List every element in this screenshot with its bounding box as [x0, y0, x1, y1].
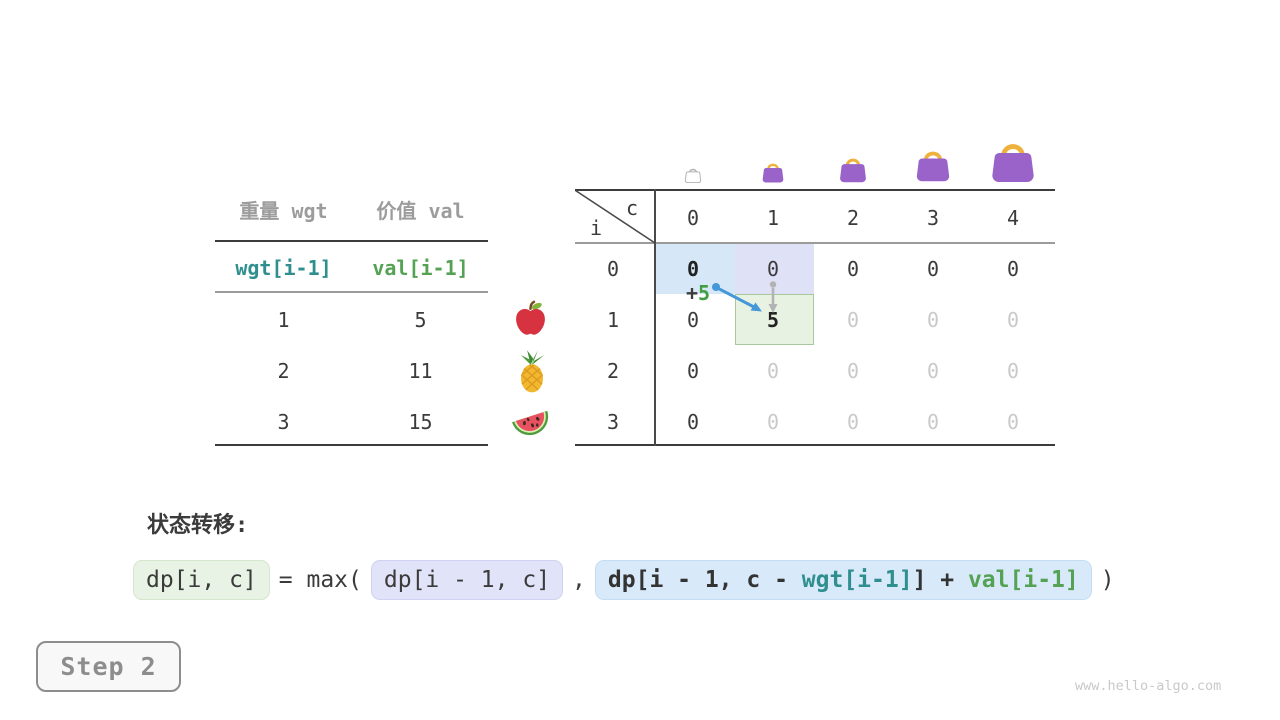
dp-table-top-rule [575, 189, 1055, 191]
pineapple-icon [512, 349, 552, 393]
dp-cell-0-2: 0 [846, 257, 860, 281]
dp-col-header-0: 0 [686, 206, 700, 230]
highlight-cell-i0-c0 [655, 243, 735, 294]
formula-operator: = max( [278, 567, 362, 593]
dp-col-header-3: 3 [926, 206, 940, 230]
dp-row-header-2: 2 [606, 359, 620, 383]
transition-arrows [712, 281, 778, 313]
dp-cell-3-2: 0 [846, 410, 860, 434]
apple-icon [512, 299, 549, 337]
arrow-blue-head [750, 302, 762, 312]
dp-cell-1-1: 5 [766, 308, 780, 332]
step-badge: Step 2 [36, 641, 181, 692]
formula-arg2-wgt: wgt[i-1] [801, 566, 913, 593]
formula-arg2-val: val[i-1] [967, 566, 1079, 593]
plus-value-annotation: +5 [686, 281, 710, 305]
dp-cell-0-1: 0 [766, 257, 780, 281]
item-1-weight: 1 [277, 308, 290, 332]
dp-row-header-1: 1 [606, 308, 620, 332]
dp-cell-1-4: 0 [1006, 308, 1020, 332]
dp-cell-0-3: 0 [926, 257, 940, 281]
items-table-mid-rule [215, 291, 488, 293]
item-2-weight: 2 [277, 359, 290, 383]
dp-col-header-1: 1 [766, 206, 780, 230]
dp-col-header-4: 4 [1006, 206, 1020, 230]
dp-cell-0-0: 0 [686, 257, 700, 281]
state-transition-label: 状态转移: [147, 513, 249, 538]
dp-cell-2-3: 0 [926, 359, 940, 383]
handbag-icon-capacity-0 [684, 166, 702, 183]
formula-arg2-box: dp[i - 1, c - wgt[i-1]] + val[i-1] [594, 559, 1092, 601]
dp-cell-1-0: 0 [686, 308, 700, 332]
formula-lhs-box: dp[i, c] [133, 559, 270, 601]
dp-cell-1-3: 0 [926, 308, 940, 332]
watermelon-icon [508, 400, 552, 440]
formula-close-paren: ) [1100, 567, 1115, 593]
dp-cell-3-3: 0 [926, 410, 940, 434]
dp-corner-diagonal [575, 189, 656, 244]
watermark: www.hello-algo.com [1075, 678, 1222, 694]
items-table-header-rule [215, 240, 488, 242]
item-3-value: 15 [408, 410, 433, 434]
items-header-weight: 重量 wgt [239, 199, 328, 223]
dp-cell-2-0: 0 [686, 359, 700, 383]
dp-table-bottom-rule [575, 444, 1055, 446]
handbag-icon-capacity-1 [761, 160, 785, 183]
dp-row-header-0: 0 [606, 257, 620, 281]
item-2-value: 11 [408, 359, 433, 383]
formula-separator: , [572, 567, 586, 593]
dp-table-vertical-rule [654, 189, 656, 446]
dp-cell-2-2: 0 [846, 359, 860, 383]
dp-cell-2-4: 0 [1006, 359, 1020, 383]
items-formula-val: val[i-1] [372, 256, 469, 280]
plus-sign: + [686, 281, 699, 305]
dp-cell-3-0: 0 [686, 410, 700, 434]
item-1-value: 5 [414, 308, 427, 332]
items-formula-wgt: wgt[i-1] [235, 256, 332, 280]
plus-value: 5 [698, 281, 711, 305]
arrow-gray-dot [769, 281, 777, 288]
dp-row-header-3: 3 [606, 410, 620, 434]
dp-table-header-rule [575, 242, 1055, 244]
dp-col-header-2: 2 [846, 206, 860, 230]
dp-cell-0-4: 0 [1006, 257, 1020, 281]
formula-arg2-mid: ] + [912, 566, 968, 593]
items-table-bottom-rule [215, 444, 488, 446]
items-header-value: 价值 val [376, 199, 465, 223]
state-transition-formula: dp[i, c] = max( dp[i - 1, c] , dp[i - 1,… [133, 558, 1115, 602]
handbag-icon-capacity-2 [838, 154, 868, 183]
dp-cell-1-2: 0 [846, 308, 860, 332]
formula-arg1-box: dp[i - 1, c] [370, 559, 564, 601]
dp-corner-col-var: c [626, 196, 639, 220]
dp-cell-3-4: 0 [1006, 410, 1020, 434]
handbag-icon-capacity-3 [914, 146, 952, 182]
dp-corner-row-var: i [590, 216, 603, 240]
item-3-weight: 3 [277, 410, 290, 434]
dp-cell-2-1: 0 [766, 359, 780, 383]
arrow-gray-head [768, 304, 778, 313]
handbag-icon-capacity-4 [989, 137, 1037, 183]
formula-arg2-prefix: dp[i - 1, c - [607, 566, 802, 593]
dp-cell-3-1: 0 [766, 410, 780, 434]
